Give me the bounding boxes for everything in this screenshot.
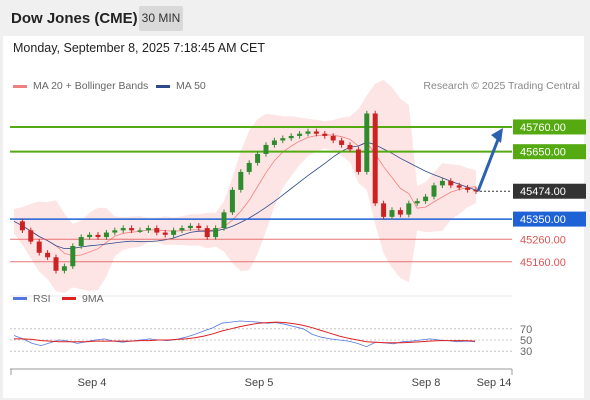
bollinger-band xyxy=(14,79,476,293)
candle-body xyxy=(53,257,59,271)
candle-body xyxy=(381,203,387,217)
candle-body xyxy=(95,234,101,238)
candle-body xyxy=(280,138,286,141)
support-tag xyxy=(513,211,586,227)
resistance-tag xyxy=(513,119,586,135)
candle-body xyxy=(414,201,420,204)
candle-body xyxy=(78,237,84,247)
current-price-tag xyxy=(513,183,586,199)
candle-body xyxy=(221,212,227,229)
x-tick-label: Sep 4 xyxy=(78,377,107,389)
candle-body xyxy=(238,171,244,190)
level-label: 45160.00 xyxy=(520,257,566,269)
candle-body xyxy=(322,133,328,136)
candle-body xyxy=(70,246,76,267)
forecast-arrow-shaft xyxy=(476,136,501,192)
ma50-label: MA 50 xyxy=(176,80,206,92)
candle-body xyxy=(372,113,378,204)
instrument-title: Dow Jones (CME) xyxy=(11,10,138,27)
credit-text: Research © 2025 Trading Central xyxy=(423,80,580,92)
rsi-tick-label: 70 xyxy=(520,324,532,336)
candle-body xyxy=(305,131,311,134)
candle-body xyxy=(406,203,412,215)
candle-body xyxy=(61,266,67,271)
rsi-tick-label: 30 xyxy=(520,346,532,358)
candle-body xyxy=(255,153,261,163)
candle-body xyxy=(423,196,429,202)
candle-body xyxy=(103,232,109,238)
candle-body xyxy=(129,228,135,231)
x-tick-label: Sep 5 xyxy=(245,377,274,389)
candle-body xyxy=(439,180,445,186)
rsi-tick-label: 50 xyxy=(520,335,532,347)
candle-body xyxy=(465,187,471,190)
candle-body xyxy=(213,228,219,238)
ma20-label: MA 20 + Bollinger Bands xyxy=(33,80,149,92)
resistance-label: 45760.00 xyxy=(520,122,566,134)
candle-body xyxy=(45,252,51,258)
timestamp: Monday, September 8, 2025 7:18:45 AM CET xyxy=(13,41,265,55)
candle-body xyxy=(196,225,202,229)
candle-body xyxy=(397,210,403,215)
candle-body xyxy=(246,162,252,172)
candle-body xyxy=(171,230,177,235)
rsi-ma-swatch xyxy=(62,297,76,300)
candle-body xyxy=(355,149,361,172)
candle-body xyxy=(145,228,151,231)
candle-body xyxy=(19,221,25,231)
candle-body xyxy=(431,185,437,197)
candle-body xyxy=(162,232,168,235)
candle-body xyxy=(364,113,370,172)
candle-body xyxy=(112,230,118,233)
candle-body xyxy=(330,135,336,141)
x-tick-label: Sep 8 xyxy=(412,377,441,389)
ma20-line xyxy=(13,134,477,257)
candle-body xyxy=(456,185,462,188)
ma50-swatch xyxy=(156,84,170,88)
ma20-swatch xyxy=(13,84,27,88)
candle-body xyxy=(229,189,235,213)
candle-body xyxy=(120,228,126,231)
header-bar: Dow Jones (CME) 30 MIN xyxy=(0,0,584,36)
resistance-label: 45650.00 xyxy=(520,147,566,159)
rsi-ma-legend-label: 9MA xyxy=(82,293,104,305)
rsi-legend-label: RSI xyxy=(33,293,51,305)
candle-body xyxy=(179,228,185,231)
rsi-ma-line xyxy=(14,321,476,344)
candle-body xyxy=(271,140,277,145)
ma50-line xyxy=(13,141,477,250)
candle-body xyxy=(87,234,93,238)
legend-ma50: MA 50 xyxy=(156,80,206,92)
x-tick-label: Sep 14 xyxy=(477,377,512,389)
candle-body xyxy=(187,225,193,229)
candle-body xyxy=(36,241,42,253)
candle-body xyxy=(339,140,345,145)
candle-body xyxy=(204,228,210,238)
level-label: 45260.00 xyxy=(520,234,566,246)
candle-body xyxy=(263,144,269,154)
candle-body xyxy=(448,180,454,186)
forecast-arrow-head xyxy=(491,127,503,143)
candle-body xyxy=(288,135,294,139)
candle-body xyxy=(297,133,303,136)
support-label: 45350.00 xyxy=(520,214,566,226)
candle-body xyxy=(137,230,143,232)
candle-body xyxy=(389,210,395,217)
candle-body xyxy=(473,189,479,192)
resistance-tag xyxy=(513,144,586,160)
rsi-swatch xyxy=(13,297,27,300)
candle-body xyxy=(313,131,319,134)
candle-body xyxy=(154,228,160,233)
timeframe-button[interactable]: 30 MIN xyxy=(139,6,183,31)
legend-ma20: MA 20 + Bollinger Bands xyxy=(13,80,148,92)
current-price-label: 45474.00 xyxy=(520,186,566,198)
chart-panel xyxy=(3,36,584,398)
candle-body xyxy=(28,230,34,242)
candle-body xyxy=(347,144,353,150)
